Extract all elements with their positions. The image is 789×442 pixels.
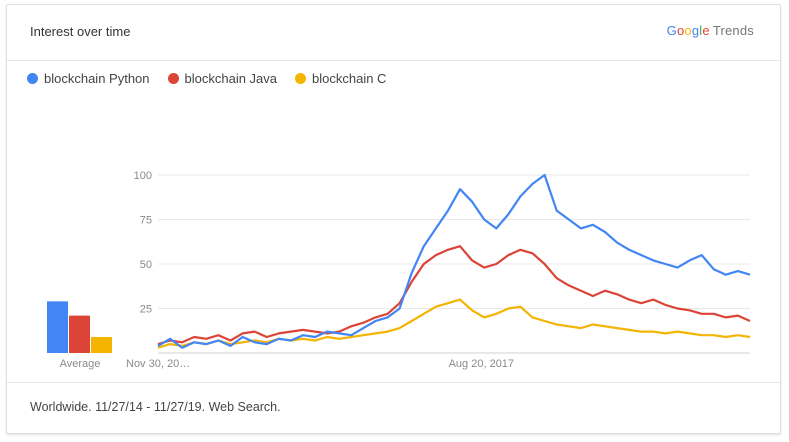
- legend-label-c: blockchain C: [312, 71, 387, 86]
- card-footer: Worldwide. 11/27/14 - 11/27/19. Web Sear…: [7, 382, 780, 433]
- footer-text: Worldwide. 11/27/14 - 11/27/19. Web Sear…: [30, 400, 281, 414]
- google-letter: l: [699, 23, 703, 38]
- average-label: Average: [60, 358, 101, 370]
- series-line-python: [157, 173, 751, 349]
- legend-label-python: blockchain Python: [44, 71, 150, 86]
- legend-dot-java: [167, 73, 179, 84]
- x-tick-label: Aug 20, 2017: [449, 358, 514, 370]
- y-tick-label: 75: [140, 215, 152, 227]
- series-line-c: [157, 298, 751, 349]
- card-title: Interest over time: [30, 24, 131, 39]
- legend-label-java: blockchain Java: [184, 71, 278, 86]
- card-header: Interest over time Google Trends: [7, 5, 780, 61]
- legend-item-c[interactable]: blockchain C: [295, 71, 386, 86]
- legend-dot-c: [295, 73, 307, 84]
- google-letter: e: [702, 23, 710, 38]
- average-bar: [91, 336, 112, 353]
- series-line-java: [157, 245, 751, 346]
- y-tick-label: 100: [134, 170, 152, 182]
- trends-wordmark: Trends: [712, 23, 754, 38]
- legend-dot-python: [27, 73, 38, 84]
- google-letter: g: [691, 23, 700, 38]
- y-tick-label: 25: [140, 304, 152, 316]
- y-tick-label: 50: [140, 259, 152, 271]
- google-letter: G: [666, 23, 677, 38]
- x-tick-label: Nov 30, 20…: [126, 358, 190, 370]
- google-letter: o: [676, 23, 685, 38]
- legend-item-java[interactable]: blockchain Java: [167, 71, 278, 86]
- average-bar: [47, 301, 68, 353]
- google-trends-logo: Google Trends: [667, 23, 754, 38]
- google-letter: o: [684, 23, 692, 38]
- legend-item-python[interactable]: blockchain Python: [27, 71, 150, 86]
- google-wordmark: Google: [667, 23, 710, 38]
- average-bar: [69, 315, 90, 353]
- legend: blockchain Python blockchain Java blockc…: [27, 71, 386, 86]
